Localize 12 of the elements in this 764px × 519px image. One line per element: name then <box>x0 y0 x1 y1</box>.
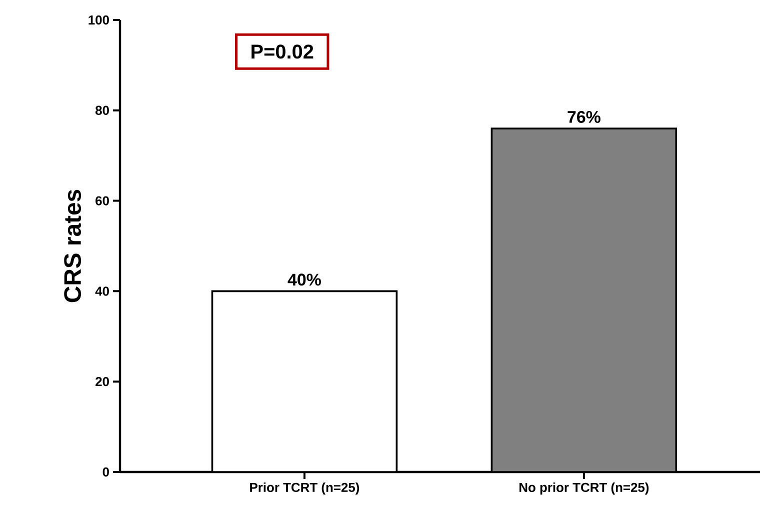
y-tick-label: 60 <box>96 196 109 206</box>
data-label: 76% <box>568 110 600 123</box>
x-tick-label: No prior TCRT (n=25) <box>520 482 649 495</box>
x-tick-label: Prior TCRT (n=25) <box>250 482 360 495</box>
y-tick-label: 100 <box>88 15 109 25</box>
annotation: P=0.02 <box>252 44 314 59</box>
y-tick-label: 20 <box>96 376 109 386</box>
data-label: 40% <box>288 274 321 286</box>
y-tick-label: 80 <box>95 106 109 115</box>
y-tick-label: 40 <box>95 286 109 296</box>
y-axis-title: CRS rates <box>64 190 82 302</box>
y-tick-label: 0 <box>102 467 109 477</box>
